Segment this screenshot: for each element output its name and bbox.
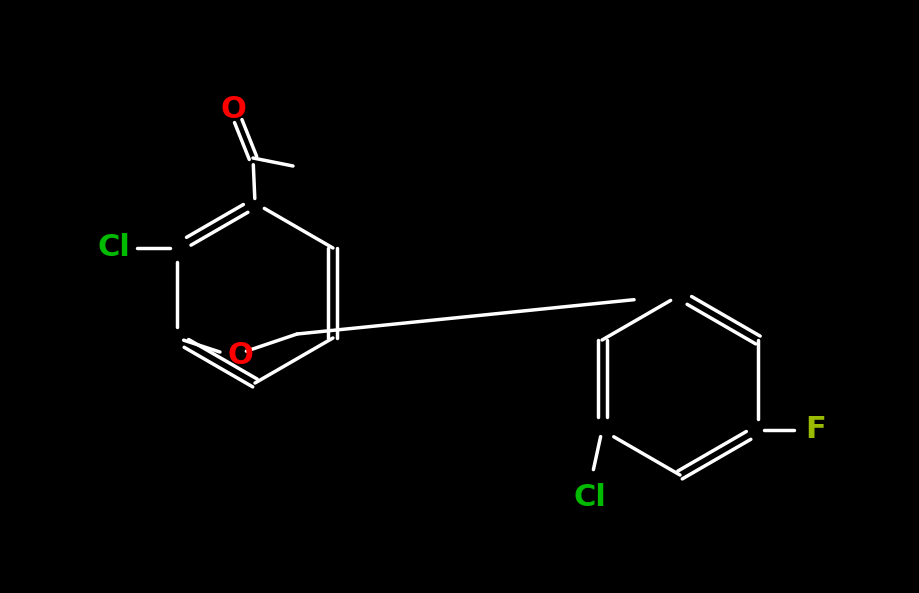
Text: Cl: Cl bbox=[97, 234, 130, 263]
Text: Cl: Cl bbox=[573, 483, 606, 512]
Text: O: O bbox=[227, 342, 253, 371]
Text: F: F bbox=[805, 416, 825, 445]
Text: O: O bbox=[220, 94, 245, 123]
